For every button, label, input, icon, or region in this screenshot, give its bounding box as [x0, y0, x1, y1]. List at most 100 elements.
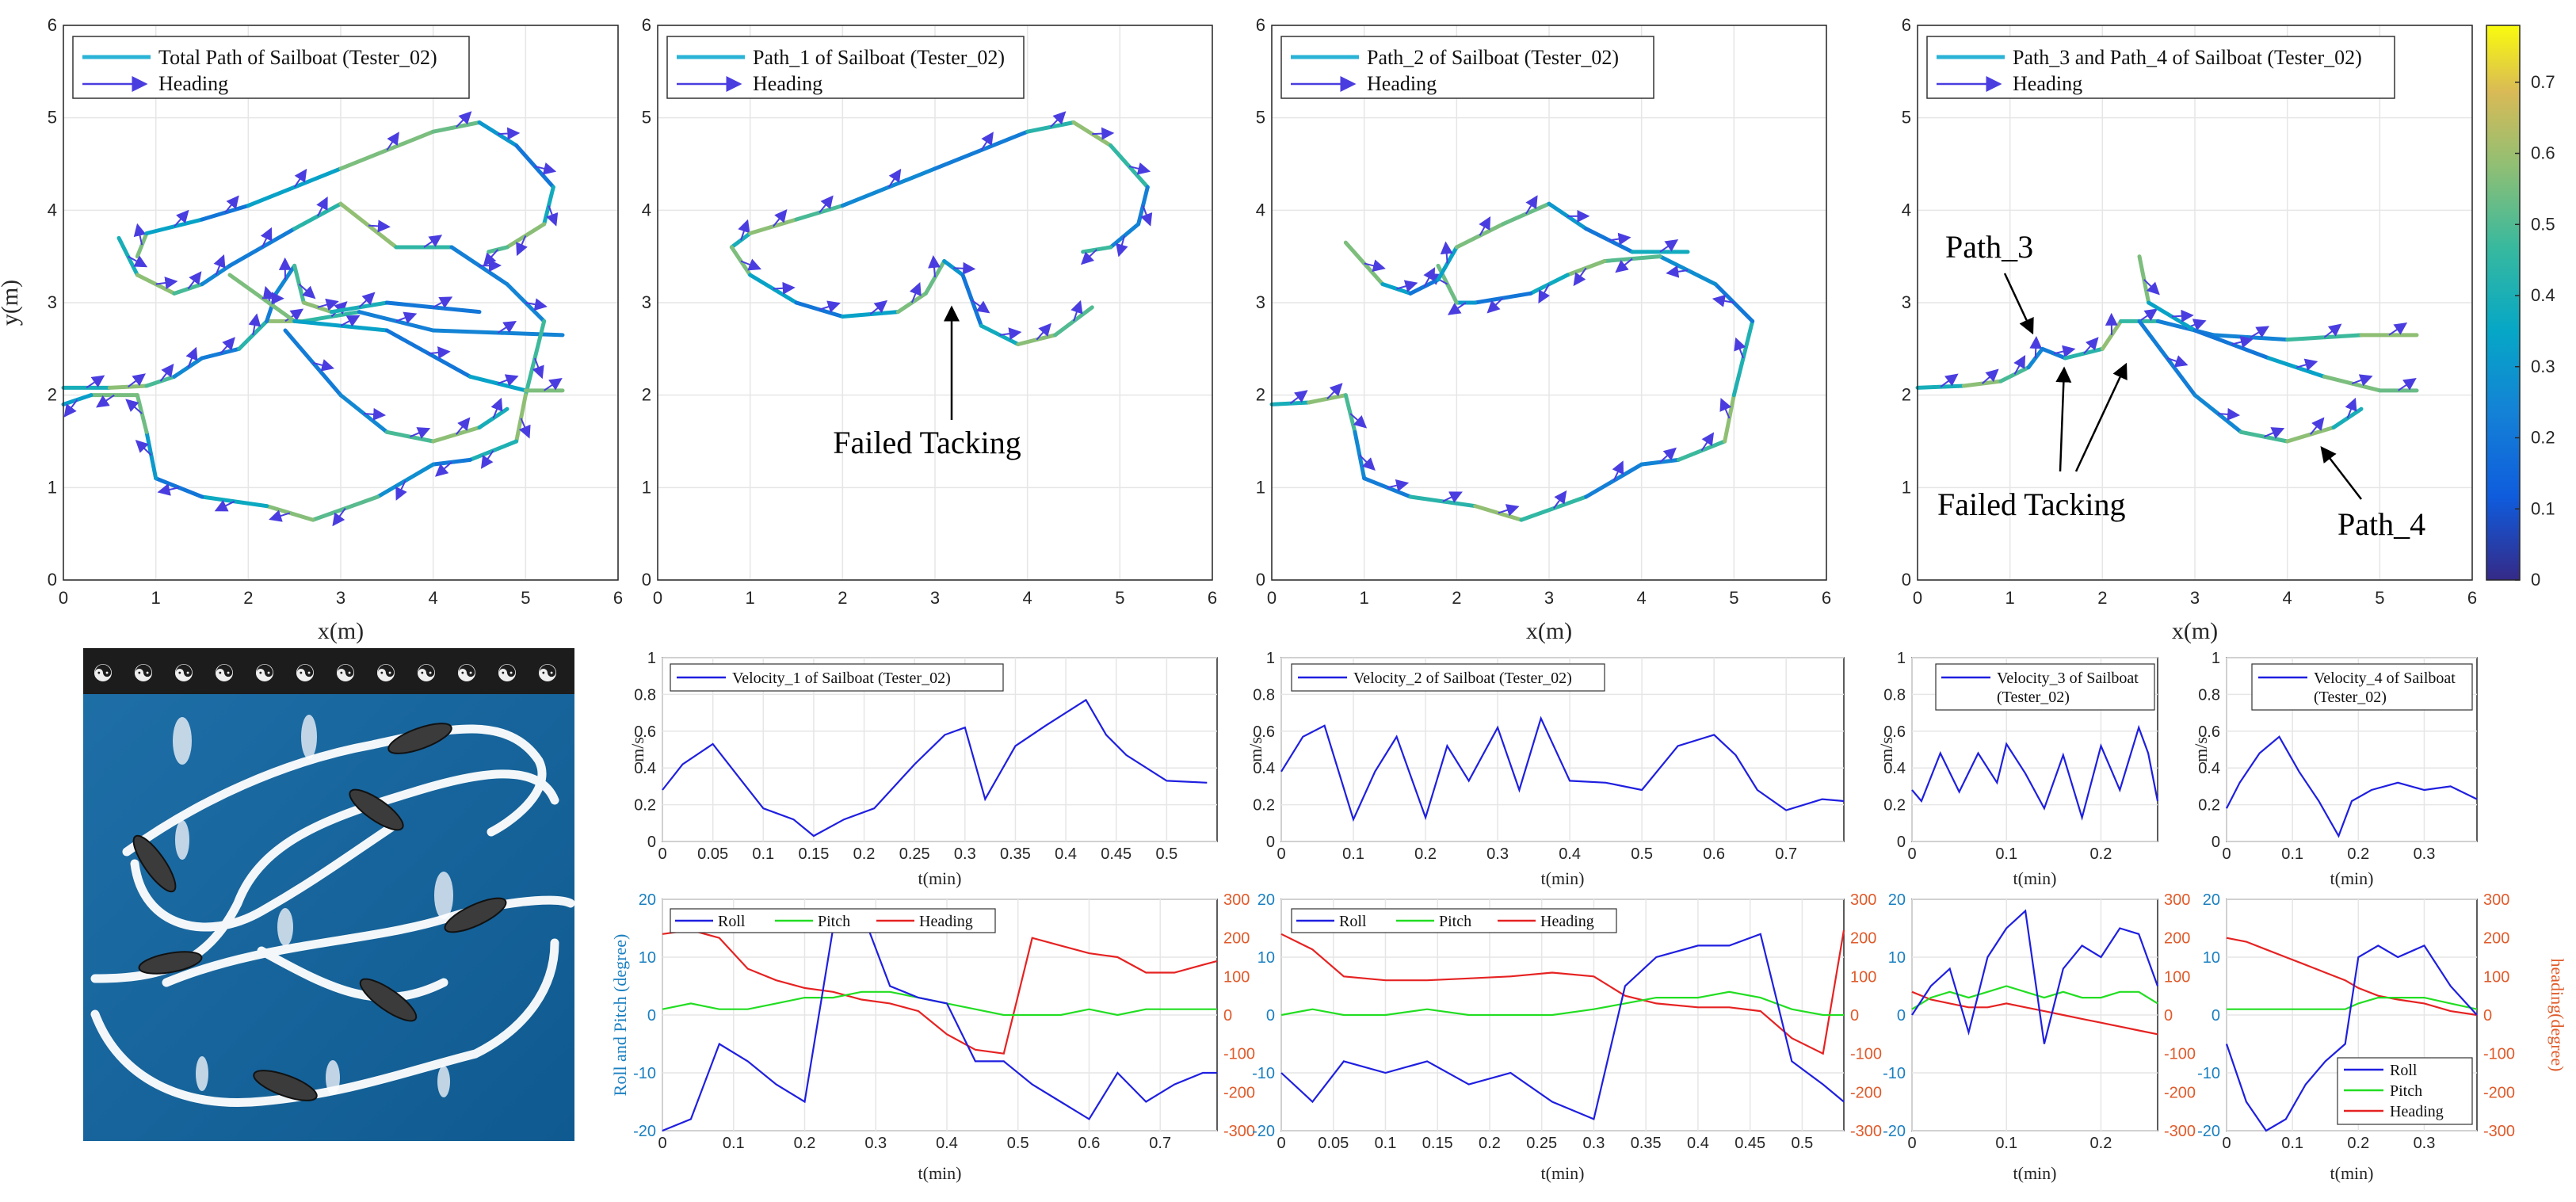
- heading-arrow: [1442, 491, 1463, 503]
- y2-tick-label: 100: [1223, 968, 1250, 986]
- x-tick-label: 0.3: [954, 845, 976, 863]
- y-tick-label: 0: [1266, 834, 1275, 851]
- sailboat-icon: [387, 723, 452, 754]
- trajectory-segment: [942, 259, 965, 277]
- legend: Path_3 and Path_4 of Sailboat (Tester_02…: [1926, 36, 2395, 99]
- heading-arrow: [738, 219, 750, 241]
- heading-arrow: [2250, 326, 2270, 338]
- heading-arrow: [435, 461, 452, 477]
- x-tick-label: 0: [1907, 1135, 1916, 1152]
- x-tick-label: 2: [1452, 588, 1461, 608]
- colorbar-tick-label: 0.6: [2531, 143, 2555, 163]
- y-tick-label: 0.2: [2198, 797, 2220, 815]
- x-tick-label: 0.05: [1318, 1135, 1349, 1152]
- y-tick-label: 0: [642, 570, 651, 590]
- heading-arrow: [1712, 294, 1735, 307]
- x-axis-label: x(m): [318, 618, 364, 644]
- heading-line: [2226, 937, 2478, 1017]
- heading-arrow: [456, 111, 472, 128]
- heading-arrow: [86, 375, 105, 389]
- heading-arrow: [135, 439, 152, 456]
- heading-arrow: [1359, 454, 1376, 471]
- y-tick-label: 6: [642, 15, 651, 35]
- y-tick-label: 0.6: [1883, 723, 1906, 741]
- y2-tick-label: 0: [1223, 1007, 1232, 1025]
- heading-arrow: [1734, 337, 1746, 359]
- sailboat-icon: [349, 788, 404, 831]
- x-axis-label: x(m): [1526, 618, 1572, 644]
- x-tick-label: 0.1: [723, 1135, 745, 1152]
- x-tick-label: 0: [1907, 845, 1916, 863]
- heading-arrow: [213, 254, 226, 276]
- y-tick-label: 2: [642, 385, 651, 405]
- trajectory: [729, 111, 1153, 346]
- trajectory-segment: [1436, 245, 1459, 282]
- velocity-series: [2226, 735, 2478, 838]
- trajectory-segment: [477, 406, 509, 429]
- attitude-panel-4: 0 0.1 0.2 0.3-20-1001020-300-200-1000100200…: [2197, 891, 2567, 1183]
- y-tick-label: 1: [1256, 477, 1265, 497]
- legend-label-pitch: Pitch: [818, 913, 850, 930]
- trajectory-segment: [227, 227, 297, 268]
- annotation-arrow-path4: [2320, 446, 2362, 500]
- heading-arrow: [819, 195, 834, 213]
- x-tick-label: 6: [2467, 588, 2477, 608]
- y-tick-label: 0: [647, 1007, 656, 1025]
- y-tick-label: 0.8: [634, 686, 656, 704]
- heading-arrow: [358, 292, 376, 308]
- legend-label-pitch: Pitch: [2390, 1082, 2422, 1100]
- y2-tick-label: -100: [2164, 1046, 2196, 1063]
- legend: Roll Pitch Heading: [670, 908, 996, 933]
- heading-arrow: [909, 282, 922, 303]
- heading-arrow: [2013, 354, 2026, 375]
- x-tick-label: 0.2: [794, 1135, 816, 1152]
- y-tick-label: -20: [2197, 1123, 2220, 1140]
- y-tick-label: 0: [1902, 570, 1911, 590]
- fan-icon: ☯: [376, 660, 397, 688]
- x-tick-label: 0.15: [798, 845, 829, 863]
- y-tick-label: 0.8: [1883, 686, 1906, 704]
- y-tick-label: 0: [48, 570, 57, 590]
- x-tick-label: 3: [1544, 588, 1554, 608]
- grid: [662, 899, 1217, 1131]
- plot-frame: [1271, 25, 1827, 581]
- attitude-panel-1: 0 0.1 0.2 0.3 0.4 0.5 0.6 0.7-20-1001020-300-20…: [610, 891, 1255, 1183]
- x-tick-label: 0.2: [1414, 845, 1437, 863]
- heading-arrow: [1659, 447, 1677, 463]
- y2-tick-label: 200: [1223, 930, 1250, 948]
- heading-arrow: [534, 162, 557, 175]
- heading-arrow: [980, 132, 994, 151]
- legend-label-path: Path_1 of Sailboat (Tester_02): [753, 46, 1005, 69]
- heading-arrow: [1289, 390, 1308, 404]
- heading-arrow: [1486, 297, 1504, 314]
- heading-arrow: [1387, 479, 1410, 492]
- x-tick-label: 4: [1637, 588, 1647, 608]
- trajectory-segment: [1362, 476, 1413, 499]
- legend-box: [670, 908, 996, 933]
- fan-icon: ☯: [456, 660, 478, 688]
- trajectory-segment: [1408, 494, 1478, 509]
- y-tick-label: 0.4: [634, 760, 656, 777]
- velocity-panel-1: 0 0.05 0.1 0.15 0.2 0.25 0.3 0.35 0.4 0.45 0.5 0 0.2…: [628, 650, 1218, 888]
- y-tick-label: 20: [639, 891, 656, 909]
- heading-arrow: [125, 399, 143, 414]
- y-tick-label: 1: [48, 477, 57, 497]
- y-tick-label: -10: [2197, 1065, 2220, 1082]
- x-tick-label: 0.3: [1583, 1135, 1605, 1152]
- heading-arrow: [2171, 309, 2194, 322]
- attitude-series: [1280, 929, 1845, 1120]
- x-tick-label: 0: [2222, 845, 2231, 863]
- heading-line: [1280, 929, 1845, 1055]
- heading-arrow: [2296, 358, 2318, 372]
- sailboat-pool-photo: ☯ ☯ ☯ ☯ ☯ ☯ ☯ ☯ ☯ ☯ ☯ ☯: [83, 648, 575, 1141]
- legend-label-pitch: Pitch: [1439, 913, 1471, 930]
- x-tick-label: 1: [2005, 588, 2015, 608]
- heading-arrow: [2264, 427, 2285, 439]
- sailboat-icon: [138, 951, 203, 975]
- x-tick-label: 0.7: [1149, 1135, 1171, 1152]
- heading-arrow: [1440, 241, 1453, 264]
- heading-arrow: [498, 127, 521, 140]
- y-tick-label: 0: [1256, 570, 1265, 590]
- heading-arrow: [96, 394, 115, 408]
- legend: Velocity_4 of Sailboat (Tester_02): [2251, 663, 2473, 711]
